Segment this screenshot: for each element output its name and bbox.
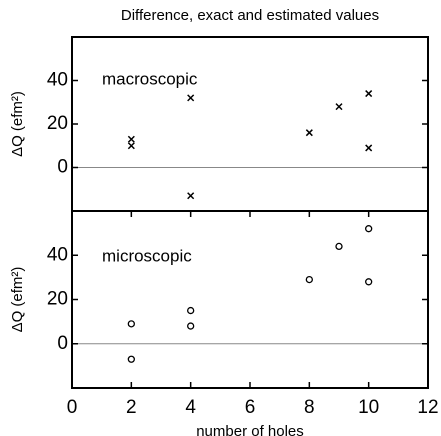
- chart-title: Difference, exact and estimated values: [121, 7, 379, 24]
- point: [335, 103, 343, 111]
- point: [127, 135, 135, 143]
- point: [305, 129, 313, 137]
- annotation: macroscopic: [102, 69, 198, 88]
- y-axis-label: ΔQ (efm²): [9, 91, 26, 157]
- x-axis-label: number of holes: [196, 423, 304, 436]
- point: [187, 94, 195, 102]
- y-axis-label: ΔQ (efm²): [9, 267, 26, 333]
- point: [187, 192, 195, 200]
- point: [365, 144, 373, 152]
- point: [365, 90, 373, 98]
- point: [365, 278, 373, 286]
- annotation: microscopic: [102, 246, 192, 265]
- y-tick-label: 40: [47, 244, 68, 265]
- x-tick-label: 6: [245, 397, 256, 418]
- x-tick-label: 4: [185, 397, 196, 418]
- point: [127, 320, 135, 328]
- y-tick-label: 20: [47, 113, 68, 134]
- y-tick-label: 40: [47, 70, 68, 91]
- point: [127, 355, 135, 363]
- x-tick-label: 12: [417, 397, 438, 418]
- point: [127, 142, 135, 150]
- point: [305, 275, 313, 284]
- x-tick-label: 10: [358, 397, 379, 418]
- y-tick-label: 20: [47, 289, 68, 310]
- x-tick-label: 8: [304, 397, 315, 418]
- point: [187, 322, 195, 330]
- point: [187, 306, 195, 315]
- plot-frame: [71, 36, 429, 212]
- x-tick-label: 2: [126, 397, 137, 418]
- point: [335, 242, 343, 251]
- y-tick-label: 0: [57, 157, 68, 178]
- plot-frame: [71, 210, 429, 389]
- x-tick-label: 0: [67, 397, 78, 418]
- y-tick-label: 0: [57, 333, 68, 354]
- point: [365, 225, 373, 233]
